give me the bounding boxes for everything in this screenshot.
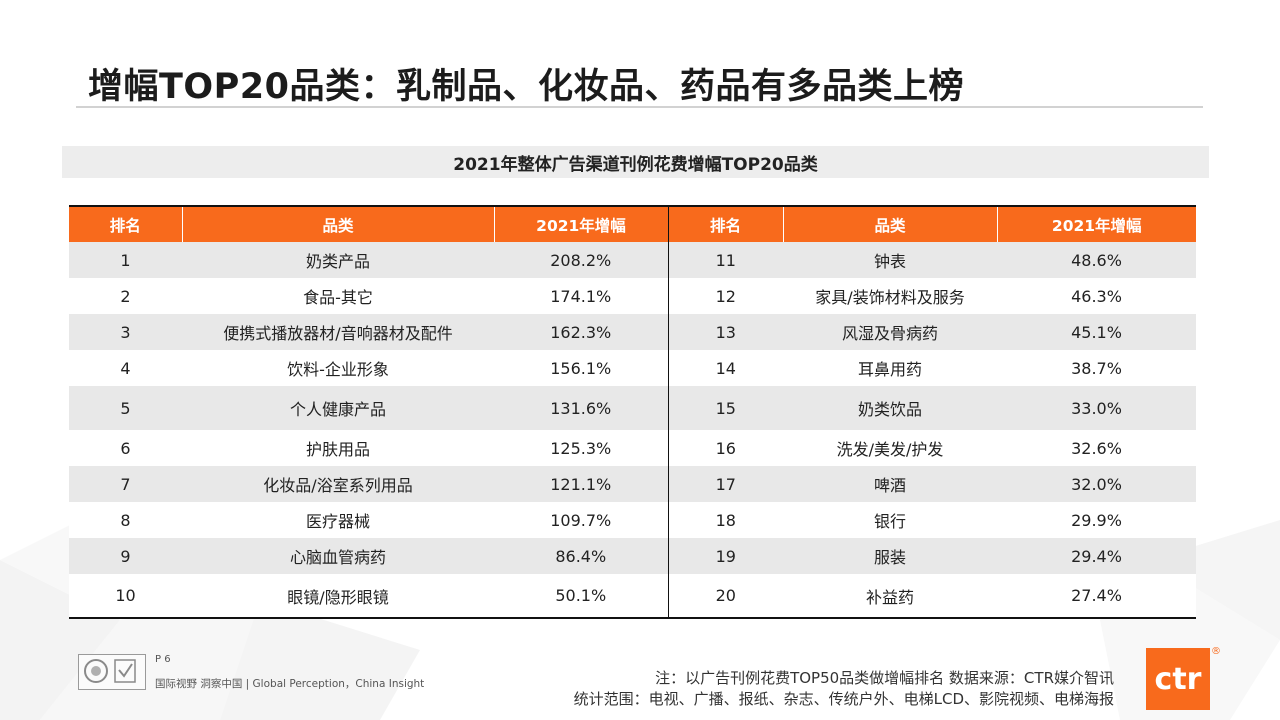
table-row: 7 化妆品/浴室系列用品 121.1% 17 啤酒 32.0% (69, 466, 1196, 502)
rank-left-cell: 4 (120, 358, 131, 378)
category-right-cell: 钟表 (873, 252, 906, 271)
rank-left-cell: 8 (120, 510, 131, 530)
header-category-right: 品类 (783, 205, 998, 242)
rank-left-cell: 5 (120, 398, 131, 418)
category-left-cell: 便携式播放器材/音响器材及配件 (223, 324, 453, 343)
table-row: 3 便携式播放器材/音响器材及配件 162.3% 13 风湿及骨病药 45.1% (69, 314, 1196, 350)
header-category-left: 品类 (182, 205, 495, 242)
rank-left-cell: 9 (120, 546, 131, 566)
category-left-cell: 奶类产品 (305, 252, 370, 271)
growth-left-cell: 50.1% (494, 574, 669, 619)
category-right-cell: 服装 (873, 548, 906, 567)
rank-right-cell: 20 (668, 574, 783, 619)
table-header-row: 排名 品类 2021年增幅 排名 品类 2021年增幅 (69, 205, 1196, 242)
category-right-cell: 家具/装饰材料及服务 (815, 288, 965, 307)
rank-right-cell: 14 (715, 358, 736, 378)
category-right-cell: 风湿及骨病药 (841, 324, 938, 343)
header-growth-right: 2021年增幅 (997, 205, 1196, 242)
table-row: 5 个人健康产品 131.6% 15 奶类饮品 33.0% (69, 386, 1196, 430)
header-rank-left: 排名 (69, 205, 183, 242)
table-row: 10 眼镜/隐形眼镜 50.1% 20 补益药 27.4% (69, 574, 1196, 619)
category-left-cell: 个人健康产品 (289, 400, 386, 419)
table-row: 1 奶类产品 208.2% 11 钟表 48.6% (69, 242, 1196, 278)
growth-right-cell: 29.9% (1071, 510, 1122, 530)
rank-right-cell: 19 (715, 546, 736, 566)
ranking-table-container: 排名 品类 2021年增幅 排名 品类 2021年增幅 1 奶类产品 208.2% 1… (69, 205, 1196, 619)
category-left-cell: 眼镜/隐形眼镜 (182, 574, 494, 619)
rank-right-cell: 13 (715, 322, 736, 342)
rank-left-cell: 3 (120, 322, 131, 342)
growth-right-cell: 32.6% (1071, 438, 1122, 458)
footer-tagline: 国际视野 洞察中国 | Global Perception，China Insi… (155, 678, 425, 690)
page-title: 增幅TOP20品类：乳制品、化妆品、药品有多品类上榜 (88, 67, 964, 107)
category-right-cell: 补益药 (783, 574, 997, 619)
growth-left-cell: 131.6% (494, 386, 669, 430)
table-row: 4 饮料-企业形象 156.1% 14 耳鼻用药 38.7% (69, 350, 1196, 386)
category-left-cell: 饮料-企业形象 (287, 360, 389, 379)
growth-right-cell: 46.3% (1071, 286, 1122, 306)
growth-left-cell: 109.7% (494, 502, 669, 538)
ranking-table: 排名 品类 2021年增幅 排名 品类 2021年增幅 1 奶类产品 208.2% 1… (69, 205, 1196, 619)
rank-right-cell: 17 (715, 474, 736, 494)
rank-left-cell: 10 (69, 574, 182, 619)
category-left-cell: 医疗器械 (305, 512, 370, 531)
rank-left-cell: 7 (120, 474, 131, 494)
category-right-cell: 银行 (873, 512, 906, 531)
growth-right-cell: 29.4% (1071, 546, 1122, 566)
title-divider (76, 106, 1203, 108)
rank-left-cell: 6 (120, 438, 131, 458)
growth-right-cell: 33.0% (1071, 398, 1122, 418)
category-right-cell: 奶类饮品 (857, 400, 922, 419)
rank-right-cell: 12 (715, 286, 736, 306)
table-row: 8 医疗器械 109.7% 18 银行 29.9% (69, 502, 1196, 538)
registered-mark: ® (1211, 646, 1221, 657)
page-number: P 6 (155, 654, 171, 665)
growth-right-cell: 32.0% (1071, 474, 1122, 494)
category-left-cell: 心脑血管病药 (289, 548, 386, 567)
rank-left-cell: 2 (120, 286, 131, 306)
growth-left-cell: 86.4% (494, 538, 669, 574)
growth-left-cell: 125.3% (494, 430, 669, 466)
growth-left-cell: 174.1% (494, 278, 669, 314)
note-source: 注：以广告刊例花费TOP50品类做增幅排名 数据来源：CTR媒介智讯 (655, 669, 1114, 687)
table-row: 9 心脑血管病药 86.4% 19 服装 29.4% (69, 538, 1196, 574)
category-left-cell: 化妆品/浴室系列用品 (263, 476, 413, 495)
rank-right-cell: 18 (715, 510, 736, 530)
rank-left-cell: 1 (120, 250, 131, 270)
growth-right-cell: 27.4% (997, 574, 1196, 619)
header-growth-left: 2021年增幅 (494, 205, 669, 242)
category-right-cell: 啤酒 (873, 476, 906, 495)
growth-left-cell: 156.1% (494, 350, 669, 386)
rank-right-cell: 16 (715, 438, 736, 458)
certification-logo (78, 654, 146, 690)
category-right-cell: 耳鼻用药 (857, 360, 922, 379)
growth-left-cell: 121.1% (494, 466, 669, 502)
rank-right-cell: 11 (715, 250, 736, 270)
growth-right-cell: 48.6% (1071, 250, 1122, 270)
rank-right-cell: 15 (715, 398, 736, 418)
table-row: 2 食品-其它 174.1% 12 家具/装饰材料及服务 46.3% (69, 278, 1196, 314)
table-row: 6 护肤用品 125.3% 16 洗发/美发/护发 32.6% (69, 430, 1196, 466)
note-scope: 统计范围：电视、广播、报纸、杂志、传统户外、电梯LCD、影院视频、电梯海报 (573, 690, 1114, 708)
category-left-cell: 食品-其它 (303, 288, 373, 307)
footer-note: 注：以广告刊例花费TOP50品类做增幅排名 数据来源：CTR媒介智讯 统计范围：… (574, 668, 1114, 710)
ctr-logo: ctr (1146, 648, 1210, 710)
header-rank-right: 排名 (668, 205, 784, 242)
table-subtitle: 2021年整体广告渠道刊例花费增幅TOP20品类 (62, 146, 1209, 178)
growth-left-cell: 162.3% (494, 314, 669, 350)
growth-right-cell: 45.1% (1071, 322, 1122, 342)
category-right-cell: 洗发/美发/护发 (836, 440, 944, 459)
growth-left-cell: 208.2% (494, 242, 669, 278)
growth-right-cell: 38.7% (1071, 358, 1122, 378)
category-left-cell: 护肤用品 (305, 440, 370, 459)
